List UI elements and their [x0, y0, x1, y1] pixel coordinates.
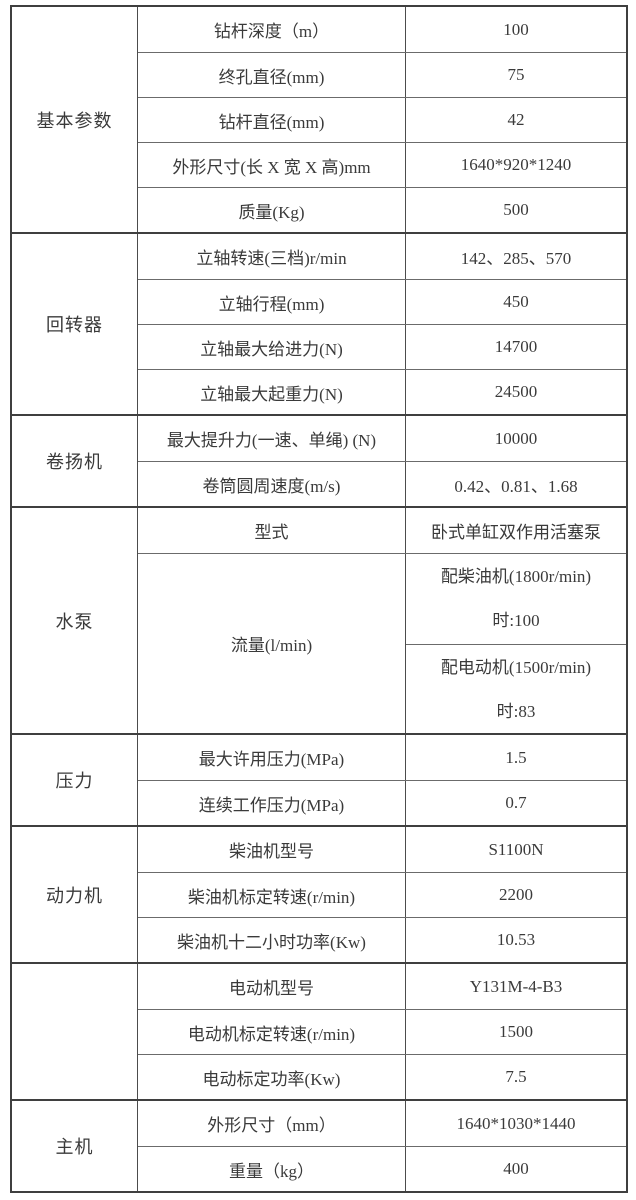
- table-row: 钻杆深度（m） 100: [138, 7, 626, 52]
- table-row: 电动标定功率(Kw) 7.5: [138, 1054, 626, 1099]
- section-rows: 最大许用压力(MPa) 1.5 连续工作压力(MPa) 0.7: [138, 735, 626, 825]
- param-label: 柴油机标定转速(r/min): [138, 873, 406, 917]
- category-cell: 卷扬机: [12, 416, 138, 506]
- param-value: 卧式单缸双作用活塞泵: [431, 523, 601, 542]
- param-label: 电动机标定转速(r/min): [138, 1010, 406, 1054]
- section-rows: 柴油机型号 S1100N 柴油机标定转速(r/min) 2200 柴油机十二小时…: [138, 827, 626, 962]
- param-value: 450: [503, 292, 529, 311]
- param-value: 1500: [499, 1022, 533, 1041]
- param-label: 最大提升力(一速、单绳) (N): [138, 416, 406, 461]
- param-value: 1640*1030*1440: [456, 1113, 576, 1133]
- section-rotary: 回转器 立轴转速(三档)r/min 142、285、570 立轴行程(mm) 4…: [10, 232, 628, 416]
- param-value: 10.53: [496, 930, 536, 949]
- table-row: 质量(Kg) 500: [138, 187, 626, 232]
- section-electric-motor: 电动机型号 Y131M-4-B3 电动机标定转速(r/min) 1500 电动标…: [10, 962, 628, 1101]
- table-row: 立轴最大起重力(N) 24500: [138, 369, 626, 414]
- section-rows: 立轴转速(三档)r/min 142、285、570 立轴行程(mm) 450 立…: [138, 234, 626, 414]
- param-value: 0.42、0.81、1.68: [454, 476, 578, 496]
- table-row: 钻杆直径(mm) 42: [138, 97, 626, 142]
- param-label: 立轴行程(mm): [138, 280, 406, 324]
- category-cell: [12, 964, 138, 1099]
- section-basic-params: 基本参数 钻杆深度（m） 100 终孔直径(mm) 75 钻杆直径(mm) 42…: [10, 5, 628, 234]
- param-label: 终孔直径(mm): [138, 53, 406, 97]
- param-value: 配柴油机(1800r/min) 时:100: [440, 567, 592, 630]
- param-label: 电动机型号: [138, 964, 406, 1009]
- table-row: 外形尺寸(长 X 宽 X 高)mm 1640*920*1240: [138, 142, 626, 187]
- table-row: 卷筒圆周速度(m/s) 0.42、0.81、1.68: [138, 461, 626, 506]
- param-label: 电动标定功率(Kw): [138, 1055, 406, 1099]
- section-power-engine: 动力机 柴油机型号 S1100N 柴油机标定转速(r/min) 2200 柴油机…: [10, 825, 628, 964]
- table-row: 终孔直径(mm) 75: [138, 52, 626, 97]
- param-value: 100: [503, 19, 529, 39]
- param-label: 外形尺寸(长 X 宽 X 高)mm: [138, 143, 406, 187]
- param-value: 1.5: [505, 747, 527, 767]
- param-label: 柴油机十二小时功率(Kw): [138, 918, 406, 962]
- param-label: 型式: [138, 508, 406, 553]
- param-value: 2200: [499, 885, 533, 904]
- spec-table: 基本参数 钻杆深度（m） 100 终孔直径(mm) 75 钻杆直径(mm) 42…: [10, 5, 628, 1193]
- param-label: 卷筒圆周速度(m/s): [138, 462, 406, 506]
- table-row: 重量（kg） 400: [138, 1146, 626, 1191]
- param-value: Y131M-4-B3: [469, 976, 563, 996]
- param-label: 立轴最大起重力(N): [138, 370, 406, 414]
- section-rows: 电动机型号 Y131M-4-B3 电动机标定转速(r/min) 1500 电动标…: [138, 964, 626, 1099]
- category-cell: 回转器: [12, 234, 138, 414]
- table-row: 柴油机十二小时功率(Kw) 10.53: [138, 917, 626, 962]
- category-cell: 基本参数: [12, 7, 138, 232]
- category-cell: 压力: [12, 735, 138, 825]
- table-row: 连续工作压力(MPa) 0.7: [138, 780, 626, 825]
- param-label: 立轴最大给进力(N): [138, 325, 406, 369]
- param-value: 1640*920*1240: [460, 155, 572, 174]
- table-row: 柴油机型号 S1100N: [138, 827, 626, 872]
- param-value: 24500: [494, 382, 538, 401]
- table-row: 立轴转速(三档)r/min 142、285、570: [138, 234, 626, 279]
- category-cell: 水泵: [12, 508, 138, 733]
- table-row: 最大许用压力(MPa) 1.5: [138, 735, 626, 780]
- table-row: 电动机标定转速(r/min) 1500: [138, 1009, 626, 1054]
- section-rows: 最大提升力(一速、单绳) (N) 10000 卷筒圆周速度(m/s) 0.42、…: [138, 416, 626, 506]
- param-label: 最大许用压力(MPa): [138, 735, 406, 780]
- param-value: 0.7: [505, 793, 527, 812]
- param-label: 重量（kg）: [138, 1147, 406, 1191]
- param-label: 立轴转速(三档)r/min: [138, 234, 406, 279]
- param-value: 500: [503, 200, 529, 219]
- param-value: 10000: [494, 428, 538, 448]
- table-row: 柴油机标定转速(r/min) 2200: [138, 872, 626, 917]
- section-main-machine: 主机 外形尺寸（mm） 1640*1030*1440 重量（kg） 400: [10, 1099, 628, 1193]
- flow-values: 配柴油机(1800r/min) 时:100 配电动机(1500r/min) 时:…: [406, 554, 626, 733]
- param-label: 柴油机型号: [138, 827, 406, 872]
- param-label: 外形尺寸（mm）: [138, 1101, 406, 1146]
- category-cell: 主机: [12, 1101, 138, 1191]
- param-label: 质量(Kg): [138, 188, 406, 232]
- section-water-pump: 水泵 型式 卧式单缸双作用活塞泵 流量(l/min) 配柴油机(1800r/mi…: [10, 506, 628, 735]
- category-cell: 动力机: [12, 827, 138, 962]
- table-row-flow: 流量(l/min) 配柴油机(1800r/min) 时:100 配电动机(150…: [138, 553, 626, 733]
- table-row: 外形尺寸（mm） 1640*1030*1440: [138, 1101, 626, 1146]
- param-value: S1100N: [488, 839, 544, 859]
- table-row: 立轴最大给进力(N) 14700: [138, 324, 626, 369]
- param-value: 400: [503, 1159, 529, 1178]
- param-value: 14700: [494, 337, 538, 356]
- section-rows: 型式 卧式单缸双作用活塞泵 流量(l/min) 配柴油机(1800r/min) …: [138, 508, 626, 733]
- param-label: 钻杆直径(mm): [138, 98, 406, 142]
- param-value: 7.5: [505, 1067, 527, 1086]
- section-rows: 外形尺寸（mm） 1640*1030*1440 重量（kg） 400: [138, 1101, 626, 1191]
- param-value: 75: [507, 65, 525, 84]
- param-label: 流量(l/min): [138, 554, 406, 733]
- param-value: 142、285、570: [460, 249, 572, 268]
- param-label: 连续工作压力(MPa): [138, 781, 406, 825]
- param-label: 钻杆深度（m）: [138, 7, 406, 52]
- section-pressure: 压力 最大许用压力(MPa) 1.5 连续工作压力(MPa) 0.7: [10, 733, 628, 827]
- param-value: 42: [507, 110, 525, 129]
- table-row: 型式 卧式单缸双作用活塞泵: [138, 508, 626, 553]
- param-value: 配电动机(1500r/min) 时:83: [406, 644, 626, 734]
- section-rows: 钻杆深度（m） 100 终孔直径(mm) 75 钻杆直径(mm) 42 外形尺寸…: [138, 7, 626, 232]
- table-row: 立轴行程(mm) 450: [138, 279, 626, 324]
- section-winch: 卷扬机 最大提升力(一速、单绳) (N) 10000 卷筒圆周速度(m/s) 0…: [10, 414, 628, 508]
- table-row: 最大提升力(一速、单绳) (N) 10000: [138, 416, 626, 461]
- table-row: 电动机型号 Y131M-4-B3: [138, 964, 626, 1009]
